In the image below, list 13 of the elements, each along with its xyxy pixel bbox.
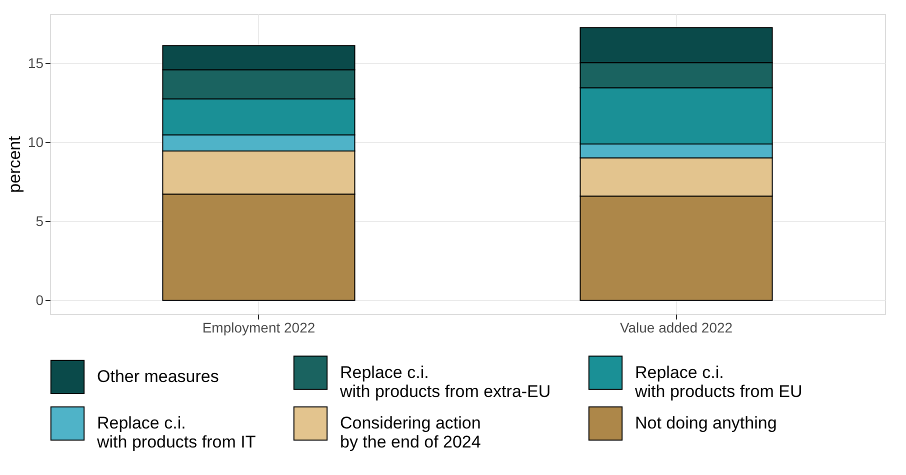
legend-label: Not doing anything — [635, 414, 777, 432]
legend-label: Replace c.i. with products from EU — [634, 362, 802, 401]
legend-label: Replace c.i. with products from extra-EU — [339, 362, 551, 401]
y-tick-label: 15 — [28, 54, 44, 71]
x-tick-label: Employment 2022 — [202, 320, 316, 336]
legend-label: Other measures — [97, 366, 219, 386]
y-tick-label: 10 — [28, 134, 44, 150]
y-tick-label: 0 — [36, 292, 44, 308]
y-axis-title: percent — [4, 136, 24, 193]
legend-label: Replace c.i. with products from IT — [96, 414, 256, 452]
legend-label: Considering action by the end of 2024 — [340, 414, 481, 452]
x-tick-label: Value added 2022 — [620, 320, 733, 336]
y-tick-label: 5 — [36, 212, 44, 229]
